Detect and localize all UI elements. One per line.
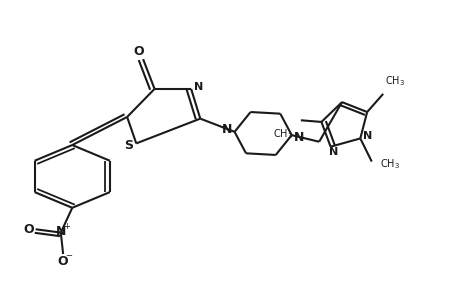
Text: O: O bbox=[23, 223, 34, 236]
Text: N: N bbox=[293, 131, 303, 144]
Text: CH$_3$: CH$_3$ bbox=[379, 157, 399, 171]
Text: N: N bbox=[56, 225, 66, 239]
Text: CH$_3$: CH$_3$ bbox=[385, 74, 404, 88]
Text: S: S bbox=[124, 139, 133, 152]
Text: O: O bbox=[58, 255, 68, 268]
Text: N: N bbox=[193, 82, 202, 92]
Text: +: + bbox=[63, 222, 70, 231]
Text: O: O bbox=[133, 45, 144, 58]
Text: −: − bbox=[65, 251, 72, 260]
Text: CH$_3$: CH$_3$ bbox=[272, 127, 292, 141]
Text: N: N bbox=[328, 147, 337, 157]
Text: N: N bbox=[222, 123, 232, 136]
Text: N: N bbox=[362, 131, 371, 142]
